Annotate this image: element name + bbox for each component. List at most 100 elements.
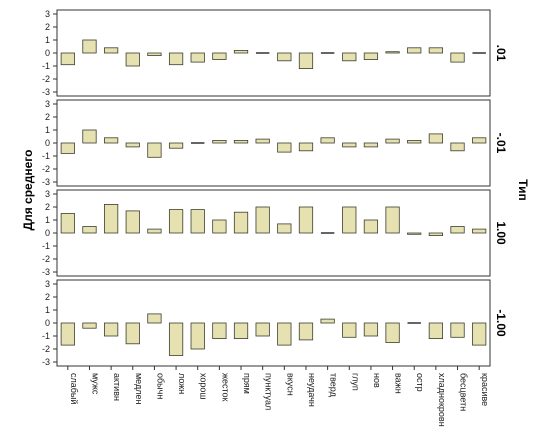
bar: [450, 322, 465, 338]
bar: [147, 228, 162, 234]
x-tick-label: активн: [112, 373, 122, 401]
bar: [190, 322, 205, 350]
panel-frame: [56, 99, 491, 187]
bar: [168, 209, 184, 234]
y-tick-label: -2: [42, 74, 50, 84]
y-tick-label: 3: [45, 189, 50, 199]
y-tick-label: -1: [42, 61, 50, 71]
bar: [233, 139, 249, 144]
bar: [147, 313, 162, 324]
bar: [342, 52, 357, 62]
bar: [320, 318, 335, 324]
bar: [472, 322, 487, 346]
x-tick-label: хорош: [199, 373, 209, 400]
facet-label: .01: [494, 45, 508, 62]
bar: [277, 142, 292, 153]
bar: [385, 138, 400, 144]
bar: [104, 203, 119, 234]
x-tick-label: жесток: [220, 373, 230, 402]
x-tick-label: остр: [415, 373, 425, 392]
bar: [277, 322, 292, 346]
y-tick-label: -3: [42, 357, 50, 367]
bar: [233, 322, 249, 340]
y-tick-label: -2: [42, 254, 50, 264]
bar: [125, 52, 140, 67]
y-tick-label: 3: [45, 99, 50, 109]
bar: [342, 322, 357, 338]
bar: [168, 322, 184, 356]
y-tick-label: 1: [45, 305, 50, 315]
y-tick-label: 2: [45, 112, 50, 122]
bar: [60, 142, 75, 154]
y-tick-label: 3: [45, 9, 50, 19]
bar: [190, 209, 205, 234]
bar: [255, 322, 270, 337]
bar: [385, 51, 400, 54]
bar: [212, 219, 227, 234]
bar: [298, 142, 314, 152]
y-tick-label: 2: [45, 202, 50, 212]
x-tick-label: прям: [242, 373, 252, 394]
bar: [212, 139, 227, 144]
bar: [104, 137, 119, 144]
facet-label: -.01: [494, 133, 508, 154]
bar: [277, 52, 292, 62]
facet-label: 1.00: [494, 221, 508, 245]
bar: [125, 322, 140, 345]
bar: [407, 47, 422, 54]
bar: [82, 39, 97, 54]
panel-frame: [56, 189, 491, 277]
bar: [385, 206, 400, 234]
y-tick-label: 3: [45, 279, 50, 289]
x-tick-label: ложн: [177, 373, 187, 394]
bar: [168, 142, 184, 149]
bar: [147, 52, 162, 56]
y-tick-label: 2: [45, 22, 50, 32]
bar: [255, 206, 270, 234]
y-tick-label: 1: [45, 215, 50, 225]
x-tick-label: мужс: [90, 373, 100, 395]
x-tick-label: медлен: [134, 373, 144, 405]
bar: [450, 52, 465, 63]
y-tick-label: -3: [42, 177, 50, 187]
bar: [363, 142, 379, 148]
x-tick-label: нов: [372, 373, 382, 388]
bar: [277, 223, 292, 234]
bar: [212, 322, 227, 340]
x-tick-label: вкусн: [285, 373, 295, 396]
y-tick-label: 0: [45, 228, 50, 238]
bar: [147, 142, 162, 158]
bar: [298, 206, 314, 234]
bar: [363, 52, 379, 60]
bar: [363, 322, 379, 337]
y-tick-label: 0: [45, 138, 50, 148]
bar: [298, 52, 314, 70]
bar: [428, 133, 443, 144]
bar: [450, 142, 465, 152]
bar: [60, 213, 75, 234]
x-tick-label: обычн: [155, 373, 165, 399]
bar: [82, 322, 97, 329]
y-tick-label: 1: [45, 35, 50, 45]
y-tick-label: -3: [42, 267, 50, 277]
bar: [233, 211, 249, 234]
y-axis-title: Для среднего: [21, 150, 35, 231]
x-tick-label: хладнокровн: [437, 373, 447, 427]
bar: [407, 139, 422, 144]
x-tick-label: тверд: [329, 373, 339, 398]
bar: [212, 52, 227, 60]
bar: [168, 52, 184, 66]
facet-title: Тип: [516, 179, 530, 201]
bar: [407, 232, 422, 235]
y-tick-label: 2: [45, 292, 50, 302]
bar: [450, 226, 465, 234]
bar: [428, 322, 443, 340]
y-tick-label: -2: [42, 344, 50, 354]
bar: [428, 232, 443, 236]
bar: [82, 129, 97, 144]
x-tick-label: бесцветн: [459, 373, 469, 411]
y-tick-label: 1: [45, 125, 50, 135]
bar: [320, 137, 335, 144]
